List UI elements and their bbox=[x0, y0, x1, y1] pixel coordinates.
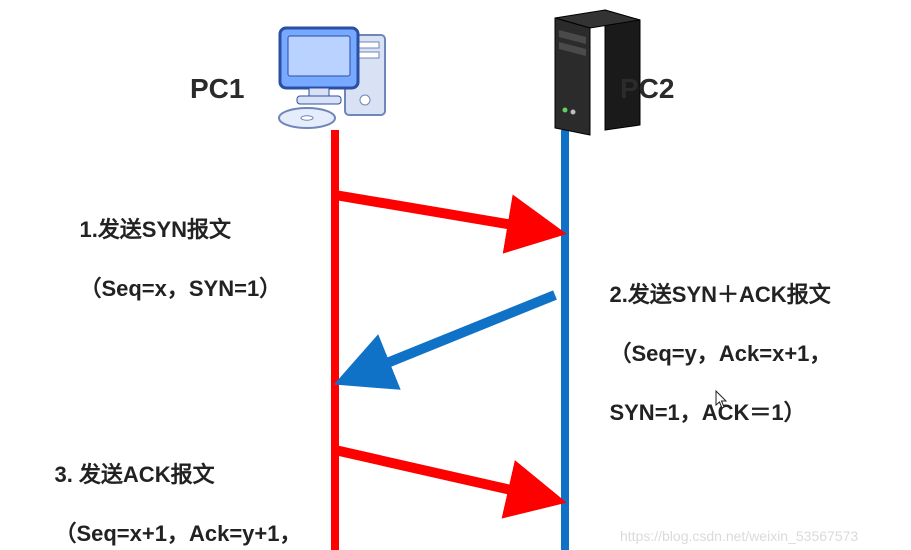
step1-line2: （Seq=x，SYN=1） bbox=[79, 276, 281, 301]
step1-text: 1.发送SYN报文 （Seq=x，SYN=1） bbox=[55, 185, 281, 333]
watermark-text: https://blog.csdn.net/weixin_53567573 bbox=[620, 528, 858, 544]
node-label-pc1: PC1 bbox=[190, 70, 244, 108]
step3-line2: （Seq=x+1，Ack=y+1， bbox=[54, 521, 301, 546]
step2-line1: 2.发送SYN＋ACK报文 bbox=[609, 282, 830, 307]
pc1-icon bbox=[279, 28, 385, 128]
step2-line2: （Seq=y，Ack=x+1， bbox=[609, 341, 831, 366]
step2-text: 2.发送SYN＋ACK报文 （Seq=y，Ack=x+1， SYN=1，ACK＝… bbox=[585, 250, 831, 458]
step1-line1: 1.发送SYN报文 bbox=[79, 217, 231, 242]
arrow-syn bbox=[335, 195, 555, 232]
diagram-stage: PC1 PC2 1.发送SYN报文 （Seq=x，SYN=1） 2.发送SYN＋… bbox=[0, 0, 911, 550]
arrow-ack bbox=[335, 450, 555, 500]
step3-text: 3. 发送ACK报文 （Seq=x+1，Ack=y+1， ACK=1） bbox=[30, 430, 302, 550]
node-label-pc2: PC2 bbox=[620, 70, 674, 108]
arrow-syn-ack bbox=[345, 295, 555, 380]
step2-line3: SYN=1，ACK＝1） bbox=[609, 400, 805, 425]
step3-line1: 3. 发送ACK报文 bbox=[54, 462, 214, 487]
